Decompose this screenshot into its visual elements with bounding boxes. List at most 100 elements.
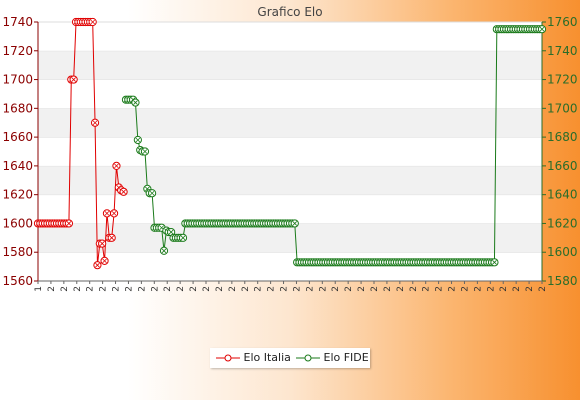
left-tick-label: 1600 (2, 216, 33, 230)
left-tick-label: 1620 (2, 188, 33, 202)
right-tick-label: 1720 (547, 73, 578, 87)
x-tick-label: 2 (241, 286, 251, 292)
legend: Elo Italia Elo FIDE (210, 348, 370, 368)
x-tick-label: 2 (318, 286, 328, 292)
elo-italia-marker (104, 211, 110, 216)
legend-label-fide: Elo FIDE (323, 351, 369, 364)
legend-label-italia: Elo Italia (243, 351, 291, 364)
series-elo-italia (33, 17, 128, 270)
x-tick-label: 2 (176, 286, 186, 292)
left-tick-label: 1580 (2, 245, 33, 259)
x-tick-label: 2 (60, 286, 70, 292)
left-tick-label: 1640 (2, 159, 33, 173)
x-tick-label: 2 (344, 286, 354, 292)
elo-italia-marker (109, 235, 114, 241)
x-tick-label: 2 (486, 286, 496, 292)
legend-swatch-italia (216, 354, 240, 362)
grid-band (38, 79, 542, 109)
left-tick-label: 1560 (2, 274, 33, 288)
x-tick-label: 2 (473, 286, 483, 292)
x-tick-label: 2 (150, 286, 160, 292)
elo-fide-marker (142, 149, 148, 154)
grid-band (38, 194, 542, 224)
x-tick-label: 2 (331, 286, 341, 292)
grid-band (38, 137, 542, 166)
grid-band (38, 165, 542, 195)
x-tick-label: 2 (73, 286, 83, 292)
x-tick-label: 1 (34, 286, 44, 292)
elo-fide-marker (161, 248, 167, 254)
x-tick-label: 2 (525, 286, 535, 292)
elo-italia-marker (92, 120, 98, 126)
elo-fide-marker (539, 26, 545, 32)
grid-band (38, 50, 542, 80)
series-elo-fide (121, 25, 547, 267)
right-tick-label: 1740 (547, 44, 578, 58)
grid-band (38, 22, 542, 51)
x-tick-label: 2 (124, 286, 134, 292)
x-tick-label: 2 (435, 286, 445, 292)
elo-italia-marker (95, 262, 100, 268)
x-tick-label: 2 (267, 286, 277, 292)
x-tick-label: 2 (460, 286, 470, 292)
legend-item-fide: Elo FIDE (296, 351, 369, 364)
x-tick-label: 2 (512, 286, 522, 292)
legend-item-italia: Elo Italia (216, 351, 291, 364)
elo-fide-marker (135, 137, 141, 143)
x-tick-label: 2 (47, 286, 57, 292)
x-tick-label: 2 (202, 286, 212, 292)
elo-italia-marker (102, 258, 107, 264)
x-tick-label: 2 (499, 286, 509, 292)
right-tick-label: 1600 (547, 245, 578, 259)
elo-fide-marker (180, 235, 186, 241)
x-tick-label: 2 (189, 286, 199, 292)
x-tick-label: 2 (357, 286, 367, 292)
x-tick-label: 2 (112, 286, 122, 292)
plot-area (38, 21, 542, 281)
elo-fide-marker (292, 221, 298, 226)
elo-italia-marker (114, 163, 119, 169)
legend-swatch-fide (296, 354, 320, 362)
right-tick-label: 1760 (547, 15, 578, 29)
x-tick-label: 2 (280, 286, 290, 292)
x-tick-label: 2 (370, 286, 380, 292)
elo-fide-marker (492, 260, 497, 265)
elo-italia-marker (111, 211, 117, 216)
elo-fide-marker (149, 190, 155, 196)
x-tick-label: 2 (163, 286, 173, 292)
left-tick-label: 1700 (2, 73, 33, 87)
elo-italia-marker (66, 221, 72, 226)
right-tick-label: 1700 (547, 101, 578, 115)
x-tick-label: 2 (228, 286, 238, 292)
elo-italia-marker (121, 189, 126, 195)
elo-italia-marker (71, 77, 76, 82)
x-tick-label: 2 (137, 286, 147, 292)
elo-fide-marker (133, 100, 138, 105)
right-tick-label: 1620 (547, 216, 578, 230)
axes (37, 22, 543, 282)
grid-band (38, 108, 542, 138)
left-tick-label: 1740 (2, 15, 33, 29)
left-tick-label: 1720 (2, 44, 33, 58)
elo-fide-marker (168, 229, 174, 235)
x-tick-label: 2 (538, 286, 548, 292)
left-axis-ticks: 1560 1580 1600 1620 1640 1660 1680 1700 1720 1740 (2, 15, 38, 288)
left-tick-label: 1680 (2, 101, 33, 115)
x-tick-label: 2 (86, 286, 96, 292)
x-tick-label: 2 (409, 286, 419, 292)
x-tick-label: 2 (396, 286, 406, 292)
x-tick-label: 2 (448, 286, 458, 292)
right-tick-label: 1660 (547, 159, 578, 173)
chart-title: Grafico Elo (257, 5, 322, 19)
right-tick-label: 1680 (547, 130, 578, 144)
x-tick-label: 2 (215, 286, 225, 292)
x-tick-label: 2 (292, 286, 302, 292)
grid-band (38, 223, 542, 253)
right-axis-ticks: 1580 1600 1620 1640 1660 1680 1700 1720 1740 1760 (542, 15, 578, 288)
elo-italia-marker (90, 19, 95, 25)
x-tick-label: 2 (422, 286, 432, 292)
x-tick-label: 2 (305, 286, 315, 292)
